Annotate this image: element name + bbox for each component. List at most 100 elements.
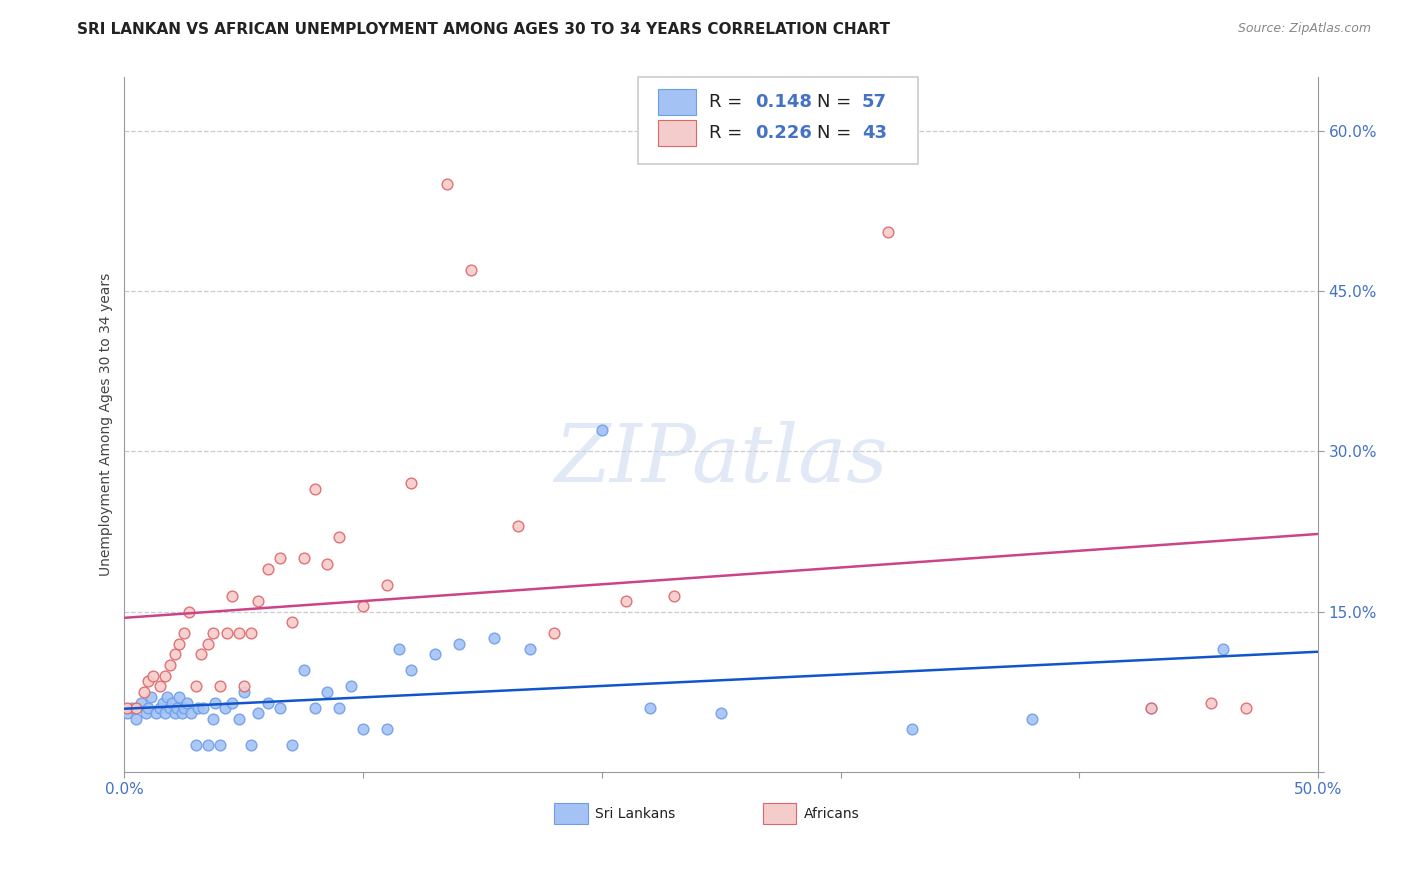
Point: [184, 738, 207, 752]
Point: [304, 701, 326, 715]
Text: Africans: Africans: [804, 806, 859, 821]
Point: [193, 701, 215, 715]
Text: N =: N =: [817, 93, 856, 111]
Point: [543, 626, 565, 640]
Point: [156, 690, 179, 705]
Point: [125, 701, 148, 715]
Point: [460, 262, 482, 277]
Point: [142, 669, 165, 683]
Point: [1199, 696, 1222, 710]
Point: [145, 706, 167, 721]
Point: [129, 696, 152, 710]
Text: Sri Lankans: Sri Lankans: [595, 806, 675, 821]
Point: [247, 706, 270, 721]
Text: ZIPatlas: ZIPatlas: [554, 421, 889, 498]
Point: [201, 712, 224, 726]
Point: [214, 701, 236, 715]
Point: [436, 178, 458, 192]
Point: [399, 664, 422, 678]
Point: [121, 701, 143, 715]
Point: [149, 701, 172, 715]
Point: [240, 738, 263, 752]
Point: [173, 626, 195, 640]
Point: [256, 696, 278, 710]
Point: [292, 551, 315, 566]
Point: [163, 648, 186, 662]
Point: [228, 626, 250, 640]
Point: [153, 669, 176, 683]
Point: [256, 562, 278, 576]
Point: [269, 701, 291, 715]
Point: [340, 680, 363, 694]
FancyBboxPatch shape: [554, 803, 588, 824]
Point: [138, 674, 160, 689]
Point: [519, 642, 541, 657]
Point: [316, 685, 339, 699]
Point: [197, 738, 219, 752]
Point: [208, 680, 231, 694]
Point: [197, 637, 219, 651]
FancyBboxPatch shape: [658, 120, 696, 146]
Point: [187, 701, 209, 715]
Point: [662, 589, 685, 603]
Point: [221, 589, 243, 603]
Point: [125, 712, 148, 726]
Point: [1234, 701, 1257, 715]
Point: [447, 637, 470, 651]
Point: [1140, 701, 1163, 715]
Point: [159, 701, 181, 715]
Point: [221, 696, 243, 710]
Point: [177, 605, 200, 619]
Point: [163, 706, 186, 721]
Point: [152, 696, 174, 710]
Point: [138, 701, 160, 715]
Text: 57: 57: [862, 93, 887, 111]
Point: [614, 594, 637, 608]
Point: [375, 723, 398, 737]
Point: [877, 226, 900, 240]
Point: [508, 519, 530, 533]
Point: [399, 476, 422, 491]
Point: [484, 632, 506, 646]
Point: [201, 626, 224, 640]
Point: [139, 690, 162, 705]
Point: [232, 685, 254, 699]
Point: [153, 706, 176, 721]
Point: [292, 664, 315, 678]
Point: [269, 551, 291, 566]
Point: [240, 626, 263, 640]
Point: [115, 706, 138, 721]
Point: [1021, 712, 1043, 726]
Text: 0.148: 0.148: [755, 93, 811, 111]
Point: [170, 706, 193, 721]
Point: [132, 685, 155, 699]
Point: [328, 701, 350, 715]
FancyBboxPatch shape: [658, 88, 696, 115]
Point: [160, 696, 183, 710]
Point: [901, 723, 924, 737]
Point: [423, 648, 446, 662]
Point: [638, 701, 661, 715]
Point: [169, 637, 191, 651]
Point: [328, 530, 350, 544]
Point: [304, 482, 326, 496]
Point: [217, 626, 239, 640]
Text: Source: ZipAtlas.com: Source: ZipAtlas.com: [1237, 22, 1371, 36]
Point: [1140, 701, 1163, 715]
FancyBboxPatch shape: [638, 78, 918, 164]
Point: [169, 690, 191, 705]
Point: [184, 680, 207, 694]
Point: [115, 701, 138, 715]
Point: [149, 680, 172, 694]
Point: [190, 648, 212, 662]
Text: SRI LANKAN VS AFRICAN UNEMPLOYMENT AMONG AGES 30 TO 34 YEARS CORRELATION CHART: SRI LANKAN VS AFRICAN UNEMPLOYMENT AMONG…: [77, 22, 890, 37]
Point: [159, 658, 181, 673]
FancyBboxPatch shape: [763, 803, 796, 824]
Point: [176, 696, 198, 710]
Point: [280, 738, 302, 752]
Point: [352, 723, 374, 737]
Point: [204, 696, 226, 710]
Text: R =: R =: [709, 124, 748, 142]
Text: 43: 43: [862, 124, 887, 142]
Point: [173, 701, 195, 715]
